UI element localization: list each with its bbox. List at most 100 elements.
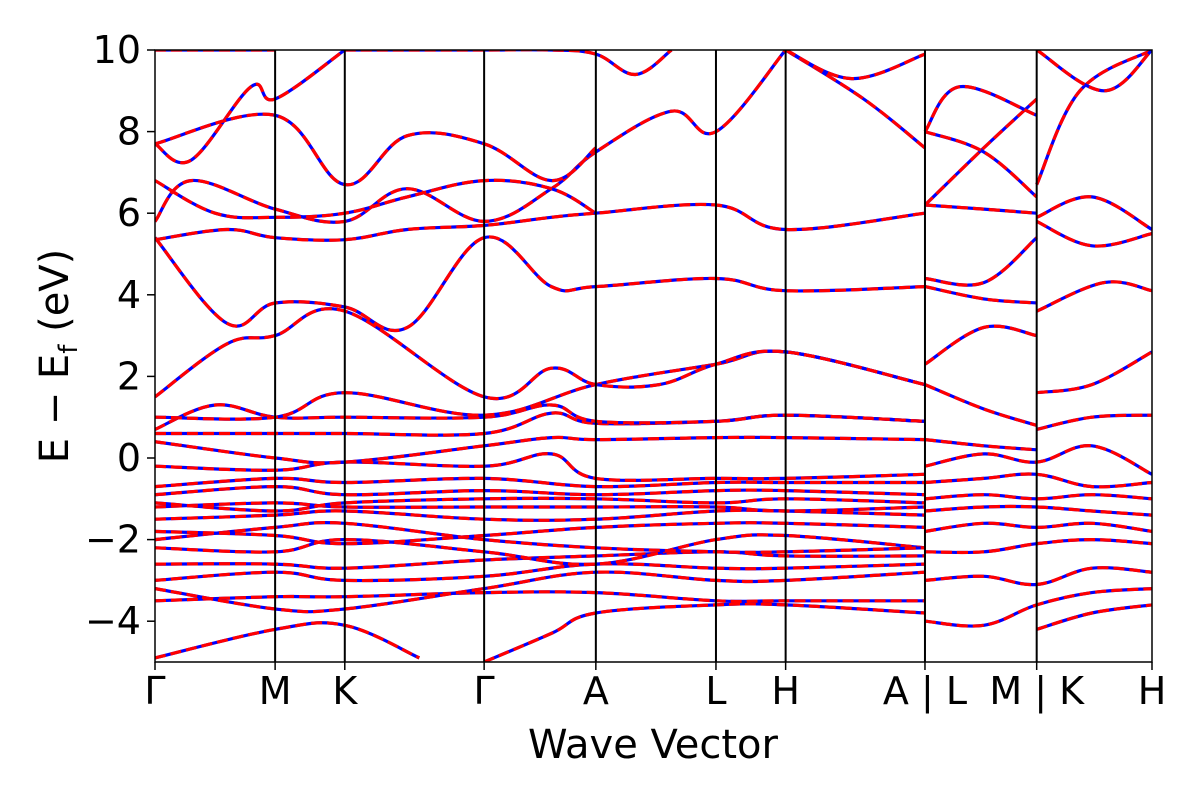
band-48-solid <box>924 521 1152 533</box>
band-38 <box>1036 219 1152 248</box>
band-2-solid <box>483 602 926 662</box>
band-55-solid <box>784 50 926 81</box>
band-30-solid <box>924 324 1038 366</box>
band-51 <box>924 472 1152 489</box>
x-tick-label: M <box>259 669 292 713</box>
band-52-dashed <box>924 444 1152 476</box>
band-22-solid <box>155 202 926 242</box>
band-20-solid <box>155 307 926 401</box>
band-35-solid <box>924 130 1038 199</box>
band-35 <box>924 130 1038 199</box>
band-42-solid <box>1035 50 1152 186</box>
x-tick-label: H <box>771 669 800 713</box>
band-25-solid <box>155 50 346 165</box>
band-36 <box>923 85 1038 133</box>
y-tick-label: 10 <box>93 28 141 72</box>
x-tick-label: A | L <box>883 669 967 714</box>
band-41-dashed <box>1036 413 1152 431</box>
y-axis-title-main: E − E <box>32 354 78 464</box>
band-23-dashed <box>155 50 787 224</box>
band-41 <box>1036 413 1152 431</box>
x-tick-label: L <box>705 669 726 713</box>
band-21 <box>155 235 926 333</box>
band-1-solid <box>155 621 420 660</box>
band-19-dashed <box>155 349 926 421</box>
y-axis-ticks: −4 −2 0 2 4 6 8 10 <box>85 28 155 643</box>
band-21-dashed <box>155 235 926 333</box>
band-2 <box>483 602 926 662</box>
band-31 <box>924 285 1037 305</box>
y-axis-title: E − Ef (eV) <box>32 249 84 464</box>
band-20 <box>155 307 926 401</box>
band-32 <box>924 236 1038 287</box>
band-41-solid <box>1036 413 1152 431</box>
band-21-solid <box>155 235 926 333</box>
x-tick-label: Γ <box>474 669 495 713</box>
x-tick-label: M | K <box>989 669 1085 714</box>
band-32-solid <box>924 236 1038 287</box>
y-tick-label: 2 <box>117 354 141 398</box>
band-15 <box>155 452 926 482</box>
band-26-solid <box>155 112 597 187</box>
band-22-dashed <box>155 202 926 242</box>
band-1 <box>155 621 420 660</box>
band-37 <box>1036 195 1152 231</box>
band-25-dashed <box>155 50 346 165</box>
band-50 <box>924 493 1152 501</box>
band-43 <box>1035 50 1152 93</box>
band-42 <box>1035 50 1152 186</box>
band-54-solid <box>344 50 673 77</box>
band-7 <box>155 533 926 567</box>
band-46 <box>924 566 1152 587</box>
x-tick-label: K <box>332 669 358 713</box>
band-22 <box>155 202 926 242</box>
band-19 <box>155 349 926 421</box>
band-39-solid <box>1036 280 1152 313</box>
band-37-solid <box>1036 195 1152 231</box>
high-symmetry-lines <box>274 50 1038 662</box>
band-43-solid <box>1035 50 1152 93</box>
band-23-solid <box>155 50 787 224</box>
band-32-dashed <box>924 236 1038 287</box>
band-7-solid <box>155 533 926 567</box>
x-tick-label: H <box>1138 669 1167 713</box>
band-30 <box>924 324 1038 366</box>
y-axis-title-unit: (eV) <box>32 249 78 345</box>
plot-frame <box>154 49 1153 663</box>
band-38-dashed <box>1036 219 1152 248</box>
band-24 <box>155 178 597 220</box>
band-26 <box>155 112 597 187</box>
band-51-solid <box>924 472 1152 489</box>
band-52-solid <box>924 444 1152 476</box>
band-25 <box>155 50 346 165</box>
y-tick-label: −4 <box>85 599 141 643</box>
band-40-dashed <box>1036 350 1152 395</box>
band-13 <box>155 484 926 497</box>
band-38-solid <box>1036 219 1152 248</box>
band-9-solid <box>155 521 926 546</box>
band-16-solid <box>155 435 926 465</box>
x-axis-title: Wave Vector <box>528 722 779 768</box>
band-44 <box>1036 603 1152 631</box>
x-tick-label: Γ <box>144 669 165 713</box>
band-33-solid <box>924 203 1037 215</box>
band-lines <box>155 50 1152 662</box>
y-tick-label: −2 <box>85 518 141 562</box>
band-40-solid <box>1036 350 1152 395</box>
x-tick-label: A <box>583 669 609 713</box>
band-50-solid <box>924 493 1152 501</box>
band-31-solid <box>924 285 1037 305</box>
band-24-solid <box>155 178 597 220</box>
band-29-solid <box>924 383 1038 427</box>
y-tick-label: 0 <box>117 436 141 480</box>
band-16 <box>155 435 926 465</box>
y-tick-label: 6 <box>117 191 141 235</box>
band-44-dashed <box>1036 603 1152 631</box>
band-49-solid <box>924 504 1152 517</box>
band-36-dashed <box>923 85 1038 133</box>
y-axis-title-sub: f <box>54 344 84 354</box>
band-9 <box>155 521 926 546</box>
band-37-dashed <box>1036 195 1152 231</box>
band-36-solid <box>923 85 1038 133</box>
